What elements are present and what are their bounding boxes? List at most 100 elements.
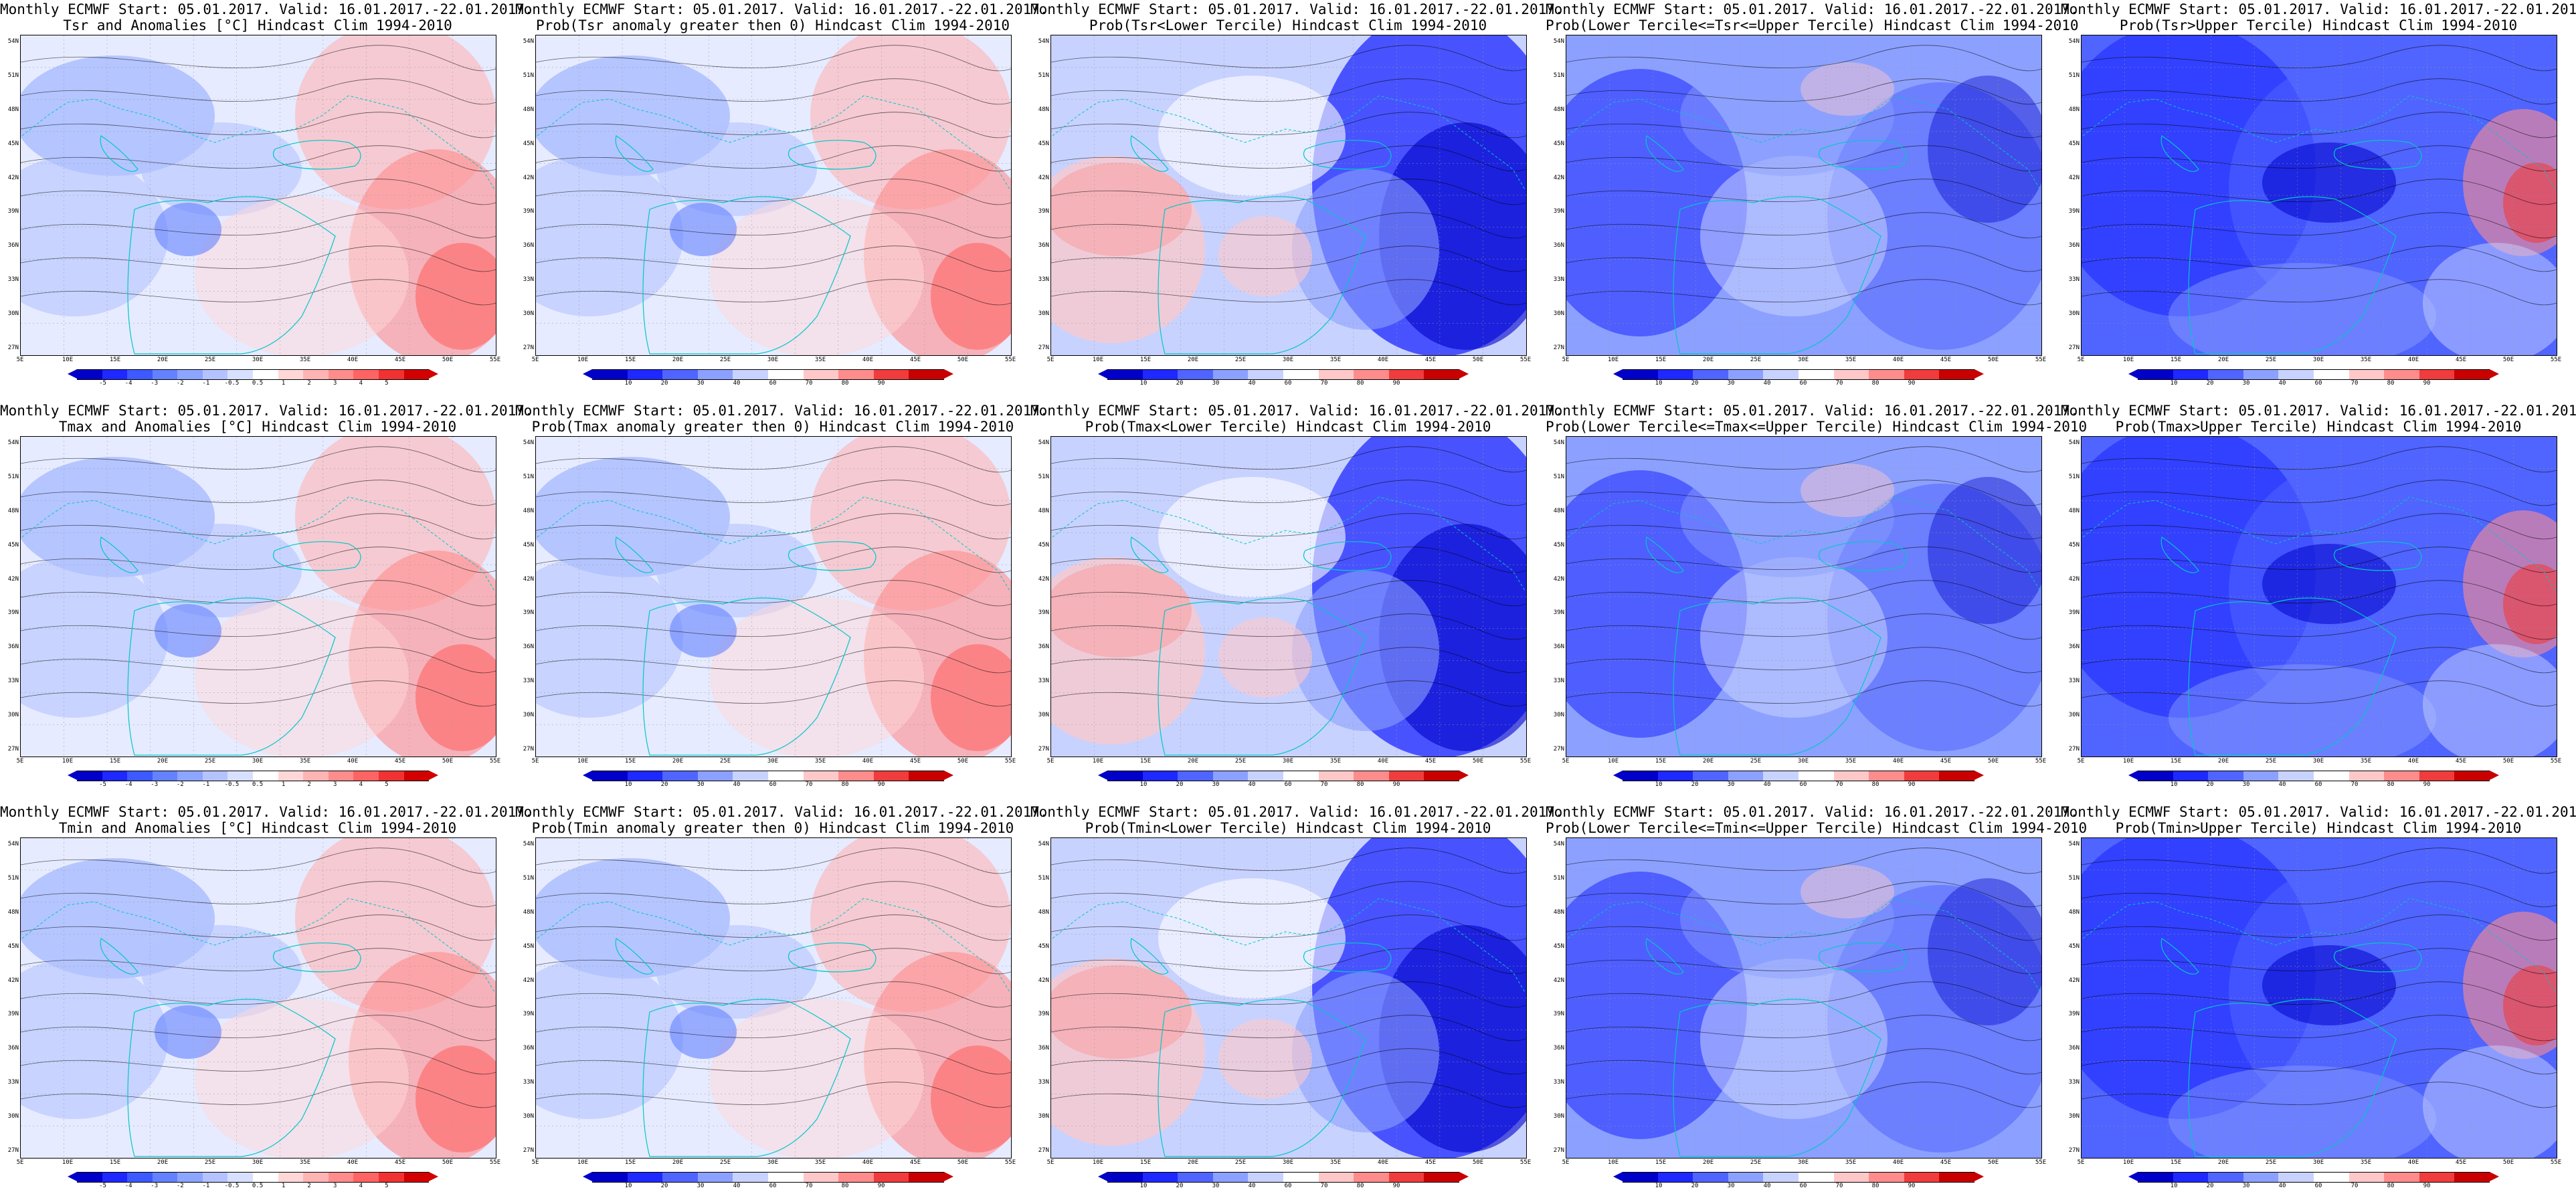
latitude-label: 39N	[1038, 609, 1049, 617]
latitude-label: 30N	[1038, 310, 1049, 318]
longitude-label: 20E	[1187, 357, 1199, 363]
latitude-label: 36N	[1038, 242, 1049, 249]
longitude-label: 55E	[2035, 357, 2047, 363]
colorbar-tick-label: 20	[1176, 781, 1184, 788]
latitude-label: 45N	[1553, 541, 1564, 548]
latitude-label: 51N	[1038, 874, 1049, 882]
colorbar-segment	[127, 1172, 153, 1183]
map-field	[1566, 35, 2041, 355]
latitude-label: 30N	[2068, 310, 2080, 318]
colorbar-segment	[1318, 771, 1354, 781]
colorbar-segment	[1693, 369, 1728, 380]
colorbar	[1613, 369, 1984, 380]
longitude-label: 20E	[672, 357, 684, 363]
colorbar-tick-label: 5	[385, 1183, 389, 1189]
colorbar-segment	[838, 1172, 874, 1183]
colorbar-tick-label: -2	[176, 781, 184, 788]
colorbar-tick-label: 30	[697, 781, 705, 788]
longitude-label: 5E	[531, 357, 539, 363]
colorbar-labels: 10 20 30 40 60 70 80 90	[592, 380, 953, 389]
latitude-label: 42N	[523, 977, 534, 984]
coastlines-borders	[2082, 496, 2556, 756]
colorbar-segment	[378, 1172, 404, 1183]
colorbar-tick-label: 40	[1248, 1183, 1256, 1189]
panel-subtitle: Tmax and Anomalies [°C] Hindcast Clim 19…	[58, 419, 457, 435]
colorbar-segment	[152, 369, 178, 380]
map-field	[1051, 437, 1526, 757]
colorbar-segment	[767, 1172, 804, 1183]
colorbar-segment	[1623, 1172, 1658, 1183]
colorbar-segment	[873, 369, 909, 380]
longitude-label: 40E	[1892, 1159, 1904, 1166]
map-panel: Monthly ECMWF Start: 05.01.2017. Valid: …	[1546, 803, 2087, 1204]
map-canvas	[535, 837, 1012, 1159]
latitude-label: 42N	[1038, 977, 1049, 984]
colorbar-segment	[202, 369, 228, 380]
panel-title: Monthly ECMWF Start: 05.01.2017. Valid: …	[1030, 804, 1564, 820]
longitude-label: 50E	[1987, 1159, 1999, 1166]
colorbar-segment	[2419, 369, 2455, 380]
colorbar-segment	[2278, 771, 2314, 781]
colorbar-segment	[662, 1172, 698, 1183]
latitude-label: 42N	[2068, 174, 2080, 181]
colorbar-segment	[2384, 1172, 2419, 1183]
latitude-label: 27N	[7, 344, 19, 351]
longitude-label: 45E	[2455, 758, 2467, 765]
panel-subtitle: Prob(Tmin>Upper Tercile) Hindcast Clim 1…	[2115, 820, 2522, 836]
panel-title: Monthly ECMWF Start: 05.01.2017. Valid: …	[0, 403, 533, 419]
colorbar-segment	[592, 771, 628, 781]
latitude-label: 27N	[2068, 1147, 2080, 1154]
colorbar-tick-label: -3	[151, 380, 159, 387]
latitude-label: 36N	[1553, 242, 1564, 249]
longitude-label: 30E	[1797, 758, 1809, 765]
longitude-label: 10E	[1092, 758, 1104, 765]
coastlines-borders	[21, 496, 495, 756]
latitude-label: 42N	[1553, 977, 1564, 984]
colorbar-segment	[278, 369, 304, 380]
colorbar-tick-label: -1	[202, 1183, 210, 1189]
longitude-label: 45E	[394, 1159, 406, 1166]
colorbar-tick-label: 4	[359, 1183, 363, 1189]
colorbar-tick-label: 60	[1284, 1183, 1292, 1189]
longitude-label: 40E	[1377, 357, 1389, 363]
latitude-label: 36N	[1038, 1045, 1049, 1052]
longitude-label: 55E	[1520, 758, 1532, 765]
colorbar-segment	[1833, 1172, 1869, 1183]
colorbar-tick-label: 3	[333, 781, 337, 788]
colorbar-segment	[1728, 771, 1764, 781]
map-canvas	[1050, 837, 1527, 1159]
temperature-contours	[21, 446, 496, 707]
latitude-label: 36N	[2068, 643, 2080, 651]
longitude-label: 45E	[909, 758, 921, 765]
latitude-label: 30N	[1038, 1113, 1049, 1120]
panel-title: Monthly ECMWF Start: 05.01.2017. Valid: …	[515, 403, 1048, 419]
colorbar-segment	[1424, 369, 1459, 380]
colorbar-tick-label: 40	[1763, 1183, 1771, 1189]
panel-title: Monthly ECMWF Start: 05.01.2017. Valid: …	[2061, 804, 2576, 820]
colorbar-tick-label: 80	[1356, 781, 1364, 788]
longitude-label: 25E	[1750, 1159, 1762, 1166]
shaded-anomaly-field	[1566, 858, 2041, 1152]
longitude-label: 25E	[719, 357, 731, 363]
latitude-label: 54N	[2068, 38, 2080, 45]
colorbar-tick-label: 30	[1727, 1183, 1735, 1189]
colorbar-tick-label: 30	[1727, 380, 1735, 387]
colorbar-segment	[328, 1172, 354, 1183]
latitude-label: 45N	[2068, 541, 2080, 548]
colorbar-labels: -5 -4 -3 -2 -1 -0.5 0.5 1 2 3 4 5	[77, 1183, 438, 1192]
latitude-label: 42N	[523, 174, 534, 181]
latitude-label: 27N	[1553, 746, 1564, 752]
colorbar-tick-label: 10	[1139, 1183, 1147, 1189]
latitude-label: 39N	[1038, 1011, 1049, 1018]
colorbar-tick-label: 1	[281, 781, 286, 788]
latitude-label: 27N	[1553, 344, 1564, 351]
colorbar-segment	[1763, 771, 1799, 781]
colorbar-segment	[2419, 1172, 2455, 1183]
map-canvas	[20, 35, 496, 356]
latitude-label: 36N	[523, 1045, 534, 1052]
colorbar-segment	[1178, 369, 1213, 380]
colorbar-segment	[1354, 369, 1389, 380]
colorbar-segment	[838, 771, 874, 781]
longitude-label: 25E	[2265, 1159, 2277, 1166]
temperature-contours	[21, 45, 496, 306]
